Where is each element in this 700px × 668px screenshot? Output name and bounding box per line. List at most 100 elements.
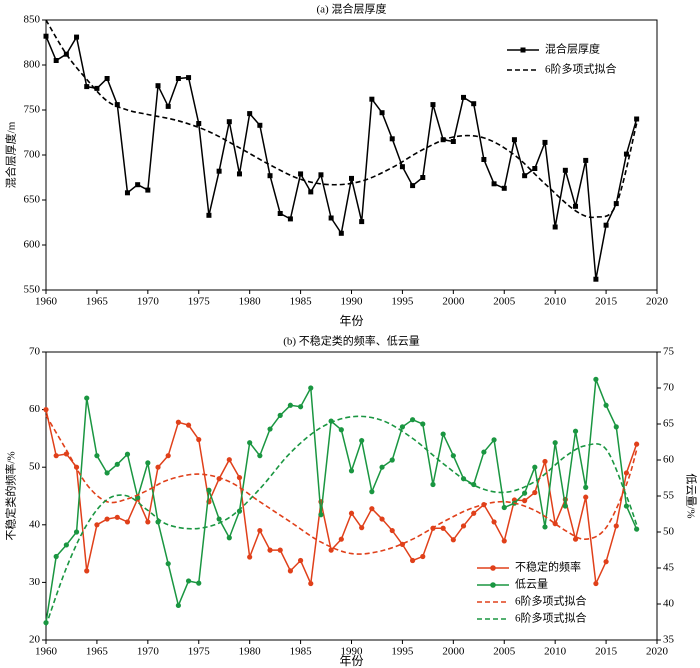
marker: [175, 419, 181, 425]
y-axis-label: 混合层厚度/m: [4, 121, 18, 188]
marker: [124, 190, 130, 196]
marker: [634, 526, 640, 532]
marker: [257, 527, 263, 534]
marker: [247, 111, 253, 117]
marker: [277, 211, 283, 216]
marker: [369, 96, 375, 102]
marker: [63, 51, 69, 57]
marker: [104, 76, 110, 81]
y-tick-label: 750: [24, 104, 41, 116]
marker: [338, 427, 344, 433]
legend-marker: [490, 582, 496, 588]
marker: [277, 547, 283, 553]
marker: [236, 474, 243, 481]
marker: [410, 557, 416, 564]
marker: [155, 464, 161, 470]
marker: [247, 554, 253, 560]
marker: [491, 437, 497, 443]
marker: [84, 568, 90, 574]
marker: [420, 421, 426, 427]
marker: [114, 102, 120, 108]
marker: [84, 395, 90, 401]
x-tick-label: 1975: [188, 646, 211, 658]
y-tick-label: 50: [29, 461, 41, 473]
marker: [196, 580, 202, 586]
y-tick-label: 550: [24, 284, 41, 296]
marker: [216, 516, 222, 522]
marker: [542, 139, 548, 145]
marker: [236, 171, 242, 177]
x-tick-label: 1970: [137, 646, 160, 658]
marker: [389, 527, 395, 534]
marker: [593, 276, 599, 282]
legend-label: 混合层厚度: [545, 42, 600, 56]
marker: [460, 523, 467, 529]
x-axis-label: 年份: [339, 314, 363, 328]
marker: [430, 102, 436, 108]
marker: [298, 171, 304, 177]
y2-tick-label: 65: [663, 418, 675, 430]
chart-title: (a) 混合层厚度: [317, 2, 387, 16]
marker: [349, 175, 354, 181]
marker: [348, 510, 355, 516]
marker: [491, 181, 497, 187]
marker: [165, 561, 171, 567]
marker: [287, 568, 293, 574]
marker: [471, 481, 477, 488]
marker: [522, 498, 528, 504]
legend-marker: [520, 47, 526, 53]
x-tick-label: 2015: [595, 296, 618, 308]
marker: [104, 470, 110, 476]
marker: [613, 523, 619, 529]
y2-tick-label: 45: [663, 562, 675, 574]
marker: [593, 376, 599, 382]
marker: [369, 506, 375, 512]
x-axis-label: 年份: [339, 654, 363, 668]
marker: [542, 524, 548, 530]
marker: [43, 33, 49, 39]
y-tick-label: 40: [29, 518, 41, 530]
marker: [450, 453, 456, 459]
marker: [53, 58, 59, 63]
x-tick-label: 1980: [239, 646, 262, 658]
plot-frame: [45, 19, 658, 291]
legend-label: 6阶多项式拟合: [515, 594, 587, 608]
marker: [328, 215, 334, 221]
marker: [501, 538, 507, 544]
x-tick-label: 2005: [493, 646, 516, 658]
marker: [145, 519, 151, 525]
y2-axis-label: 低云量/%: [684, 473, 697, 518]
marker: [613, 424, 619, 430]
marker: [135, 182, 141, 188]
marker: [440, 525, 446, 531]
marker: [450, 537, 456, 543]
legend-label: 不稳定的频率: [515, 560, 581, 574]
marker: [450, 139, 456, 144]
marker: [165, 103, 171, 109]
marker: [145, 460, 151, 466]
marker: [522, 173, 528, 179]
x-tick-label: 1960: [35, 646, 58, 658]
marker: [297, 404, 304, 410]
marker: [206, 487, 212, 493]
marker: [63, 542, 69, 548]
y-tick-label: 70: [29, 346, 41, 358]
marker: [257, 453, 263, 459]
marker: [338, 230, 344, 236]
marker: [186, 75, 192, 81]
marker: [308, 385, 314, 391]
x-tick-label: 1985: [290, 646, 313, 658]
marker: [155, 83, 161, 89]
marker: [53, 553, 59, 560]
marker: [359, 525, 365, 531]
y2-tick-label: 50: [663, 526, 675, 538]
marker: [603, 559, 609, 565]
marker: [165, 453, 171, 459]
x-tick-label: 2020: [646, 296, 669, 308]
marker: [634, 116, 640, 122]
marker: [552, 224, 558, 230]
marker: [196, 121, 202, 126]
marker: [338, 536, 344, 542]
marker: [287, 216, 293, 222]
marker: [297, 557, 304, 564]
